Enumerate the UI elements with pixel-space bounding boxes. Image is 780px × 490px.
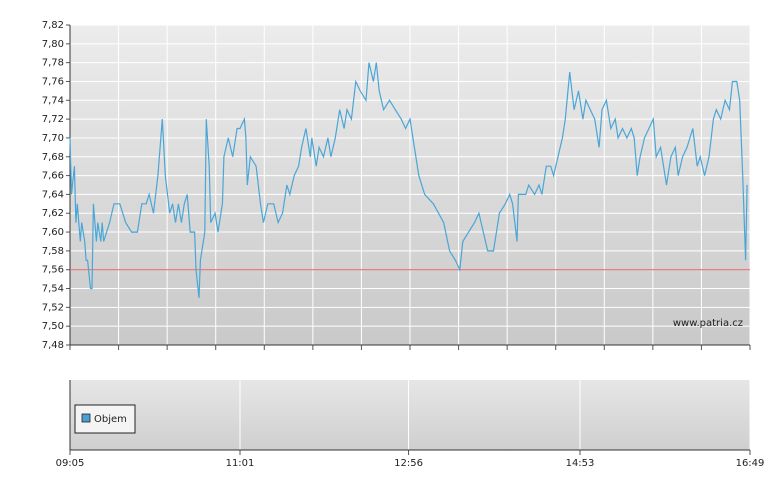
x-tick-label: 11:01	[226, 458, 255, 469]
y-tick-label: 7,62	[42, 208, 64, 219]
y-tick-label: 7,78	[42, 58, 64, 69]
y-tick-label: 7,68	[42, 152, 64, 163]
y-tick-label: 7,74	[42, 95, 64, 106]
x-tick-label: 09:05	[56, 458, 85, 469]
x-tick-label: 14:53	[566, 458, 595, 469]
y-tick-label: 7,60	[42, 227, 64, 238]
volume-plot-area	[70, 380, 750, 450]
y-tick-label: 7,48	[42, 340, 64, 351]
y-tick-label: 7,50	[42, 321, 64, 332]
y-tick-label: 7,80	[42, 39, 64, 50]
y-tick-label: 7,82	[42, 20, 64, 31]
y-tick-label: 7,52	[42, 302, 64, 313]
y-tick-label: 7,64	[42, 189, 64, 200]
y-tick-label: 7,70	[42, 133, 64, 144]
y-tick-label: 7,76	[42, 76, 64, 87]
legend-swatch	[81, 413, 91, 423]
x-tick-label: 16:49	[736, 458, 765, 469]
price-line	[69, 62, 748, 298]
y-tick-label: 7,56	[42, 265, 64, 276]
y-tick-label: 7,72	[42, 114, 64, 125]
legend-label: Objem	[94, 414, 127, 425]
y-tick-label: 7,54	[42, 284, 64, 295]
watermark: www.patria.cz	[673, 318, 743, 329]
y-tick-label: 7,58	[42, 246, 64, 257]
x-tick-label: 12:56	[394, 458, 423, 469]
y-tick-label: 7,66	[42, 171, 64, 182]
